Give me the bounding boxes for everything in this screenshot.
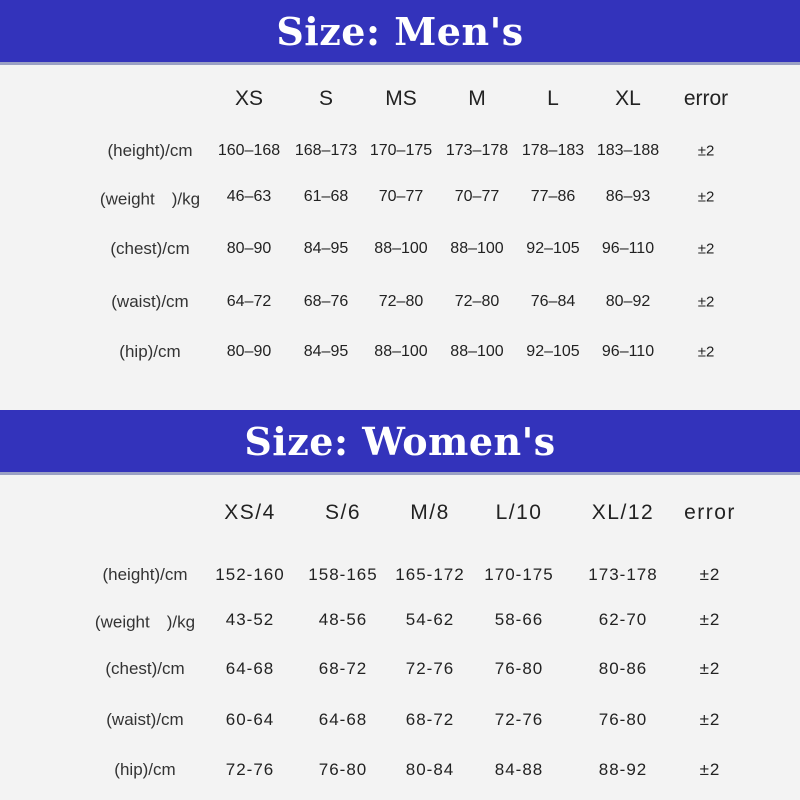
women-size-cell: 76-80 [598,710,648,729]
men-size-cell: 70–77 [454,188,500,205]
men-size-cell: 170–175 [369,142,433,159]
women-size-table: XS/4 S/6 M/8 L/10 XL/12 error (height)/cm 152-1… [0,475,800,800]
women-size-title: Size: Women's [244,418,556,464]
women-size-banner: Size: Women's [0,410,800,475]
men-size-cell: 77–86 [530,188,576,205]
women-size-cell: 43-52 [225,610,275,629]
women-size-cell: 54-62 [405,610,455,629]
women-column-header: M/8 [410,501,450,524]
men-size-cell: 72–80 [378,293,424,310]
women-size-cell: 72-76 [405,659,455,678]
men-size-cell: 178–183 [521,142,585,159]
women-size-cell: 165-172 [395,565,465,584]
women-size-cell: 60-64 [225,710,275,729]
men-size-cell: 70–77 [378,188,424,205]
women-row-label: (hip)/cm [114,760,176,779]
men-error-cell: ±2 [697,188,715,206]
women-size-cell: 48-56 [318,610,368,629]
men-size-cell: 168–173 [294,142,358,159]
men-size-cell: 80–90 [226,343,272,360]
men-size-cell: 84–95 [303,240,349,257]
men-size-cell: 76–84 [530,293,576,310]
women-error-cell: ±2 [699,659,721,678]
men-size-cell: 80–92 [605,293,651,310]
men-size-cell: 64–72 [226,293,272,310]
women-size-cell: 80-86 [598,659,648,678]
men-size-cell: 88–100 [450,240,504,257]
men-row-label: (hip)/cm [119,342,181,361]
women-size-cell: 72-76 [225,760,275,779]
women-size-cell: 84-88 [494,760,544,779]
women-column-header: XL/12 [591,501,655,524]
men-size-cell: 72–80 [454,293,500,310]
men-row-label: (waist)/cm [111,292,189,311]
women-size-cell: 170-175 [484,565,554,584]
women-row-label: (waist)/cm [106,710,184,729]
women-column-header: XS/4 [224,501,276,524]
women-size-cell: 88-92 [598,760,648,779]
men-error-cell: ±2 [697,142,715,160]
men-size-cell: 68–76 [303,293,349,310]
women-row-label: (height)/cm [102,565,188,584]
men-column-header: XS [234,87,264,110]
women-size-cell: 64-68 [318,710,368,729]
women-size-cell: 76-80 [318,760,368,779]
men-column-header: MS [385,87,417,110]
women-column-header: error [684,501,736,524]
women-error-cell: ±2 [699,565,721,584]
women-row-label: (weight )/kg [94,612,196,632]
men-size-cell: 84–95 [303,343,349,360]
men-error-cell: ±2 [697,240,715,258]
women-size-cell: 152-160 [215,565,285,584]
men-size-cell: 160–168 [217,142,281,159]
women-row-label: (chest)/cm [105,659,185,678]
men-size-table: XS S MS M L XL error (height)/cm 160–168 168–173 1… [0,65,800,410]
men-size-banner: Size: Men's [0,0,800,65]
men-column-header: M [468,87,486,110]
men-size-cell: 92–105 [526,343,580,360]
women-size-cell: 158-165 [308,565,378,584]
men-error-cell: ±2 [697,293,715,311]
men-size-cell: 86–93 [605,188,651,205]
women-size-cell: 68-72 [318,659,368,678]
women-size-cell: 80-84 [405,760,455,779]
men-row-label: (height)/cm [107,141,193,160]
men-size-title: Size: Men's [276,8,524,54]
men-size-cell: 80–90 [226,240,272,257]
men-column-header: XL [615,87,641,110]
men-size-cell: 96–110 [601,240,655,257]
men-size-cell: 46–63 [226,188,272,205]
women-error-cell: ±2 [699,710,721,729]
women-error-cell: ±2 [699,760,721,779]
men-size-cell: 92–105 [526,240,580,257]
women-size-cell: 173-178 [588,565,658,584]
women-error-cell: ±2 [699,610,721,629]
men-size-cell: 183–188 [596,142,660,159]
men-column-header: error [683,87,729,110]
women-size-cell: 72-76 [494,710,544,729]
women-size-cell: 76-80 [494,659,544,678]
men-size-cell: 61–68 [303,188,349,205]
men-size-cell: 88–100 [374,240,428,257]
men-column-header: L [547,87,559,110]
men-size-cell: 88–100 [450,343,504,360]
men-column-header: S [318,87,334,110]
men-row-label: (chest)/cm [110,239,190,258]
men-size-cell: 173–178 [445,142,509,159]
men-size-cell: 88–100 [374,343,428,360]
women-size-cell: 64-68 [225,659,275,678]
men-size-cell: 96–110 [601,343,655,360]
women-column-header: L/10 [495,501,543,524]
women-size-cell: 58-66 [494,610,544,629]
men-error-cell: ±2 [697,343,715,361]
women-size-cell: 62-70 [598,610,648,629]
women-size-cell: 68-72 [405,710,455,729]
women-column-header: S/6 [324,501,362,524]
men-row-label: (weight )/kg [99,189,201,209]
